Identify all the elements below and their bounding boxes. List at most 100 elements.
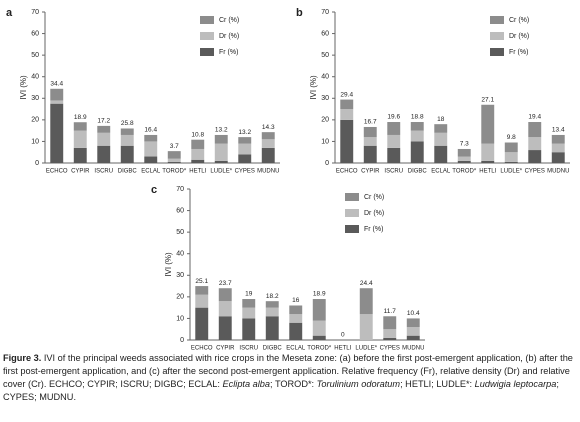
bar-segment xyxy=(191,148,205,160)
legend-label: Cr (%) xyxy=(509,17,529,24)
caption-text: ; CYPES; MUDNU. xyxy=(3,379,559,402)
bar-segment xyxy=(50,103,64,163)
total-label: 16.7 xyxy=(364,119,377,126)
caption-text: Figure 3. xyxy=(3,353,42,363)
x-tick-label: MUDNU xyxy=(402,346,424,350)
bar-segment xyxy=(242,307,256,319)
x-tick-label: DIGBC xyxy=(408,169,428,175)
y-tick-label: 70 xyxy=(321,9,329,16)
bar-segment xyxy=(504,152,518,162)
bar-segment xyxy=(410,130,424,142)
x-tick-label: CYPIR xyxy=(71,169,90,175)
caption-text: Torulinium odoratum xyxy=(316,379,401,389)
y-tick-label: 40 xyxy=(176,251,184,258)
bar-segment xyxy=(289,314,303,323)
legend-swatch xyxy=(490,48,504,56)
bar-segment xyxy=(410,141,424,163)
bar-segment xyxy=(406,318,420,328)
bar-segment xyxy=(312,335,326,340)
x-tick-label: HETLI xyxy=(334,346,351,350)
bar-segment xyxy=(457,160,471,163)
x-tick-label: CYPES xyxy=(235,169,255,175)
bar-segment xyxy=(144,156,158,163)
x-tick-label: TOROD* xyxy=(162,169,187,175)
x-tick-label: LUDLE* xyxy=(210,169,232,175)
total-label: 3.7 xyxy=(170,143,179,150)
bar-segment xyxy=(340,99,354,110)
bar-segment xyxy=(481,143,495,161)
legend-label: Cr (%) xyxy=(364,194,384,201)
y-tick-label: 30 xyxy=(176,272,184,279)
x-tick-label: MUDNU xyxy=(547,169,569,175)
total-label: 24.4 xyxy=(360,280,373,287)
total-label: 16 xyxy=(292,297,300,304)
bar-segment xyxy=(218,288,232,302)
total-label: 11.7 xyxy=(384,308,397,315)
total-label: 13.2 xyxy=(238,129,251,136)
total-label: 19.4 xyxy=(528,114,541,121)
bar-segment xyxy=(238,143,252,155)
bar-segment xyxy=(457,156,471,161)
caption: Figure 3. IVI of the principal weeds ass… xyxy=(3,352,578,404)
y-tick-label: 50 xyxy=(321,52,329,59)
x-tick-label: LUDLE* xyxy=(355,346,377,350)
x-tick-label: HETLI xyxy=(189,169,206,175)
bar-segment xyxy=(383,316,397,330)
bar-segment xyxy=(481,104,495,144)
x-tick-label: CYPIR xyxy=(361,169,380,175)
bar-segment xyxy=(144,141,158,157)
legend-swatch xyxy=(200,32,214,40)
total-label: 13.2 xyxy=(215,127,228,134)
y-axis-label: IVI (%) xyxy=(309,75,318,100)
caption-text: ; HETLI; LUDLE*: xyxy=(400,379,475,389)
x-tick-label: CYPES xyxy=(380,346,400,350)
y-tick-label: 20 xyxy=(31,117,39,124)
legend-label: Dr (%) xyxy=(509,33,529,40)
y-tick-label: 60 xyxy=(321,30,329,37)
legend-label: Fr (%) xyxy=(364,226,383,233)
bar-segment xyxy=(383,329,397,338)
panel-label: c xyxy=(151,184,157,196)
bar-segment xyxy=(242,299,256,308)
bar-segment xyxy=(73,147,87,163)
caption-text: Eclipta alba xyxy=(222,379,271,389)
y-tick-label: 20 xyxy=(176,294,184,301)
x-tick-label: ISCRU xyxy=(384,169,403,175)
x-tick-label: LUDLE* xyxy=(500,169,522,175)
bar-segment xyxy=(504,161,518,163)
legend-swatch xyxy=(490,16,504,24)
bar-segment xyxy=(242,318,256,340)
x-tick-label: ISCRU xyxy=(239,346,258,350)
bar-segment xyxy=(167,151,181,159)
bar-segment xyxy=(218,301,232,317)
bar-segment xyxy=(406,327,420,336)
total-label: 7.3 xyxy=(460,141,469,148)
x-tick-label: DIGBC xyxy=(118,169,138,175)
y-tick-label: 50 xyxy=(31,52,39,59)
bar-segment xyxy=(191,159,205,163)
bar-segment xyxy=(383,337,397,340)
bar-segment xyxy=(363,145,377,163)
bar-segment xyxy=(97,145,111,163)
bar-segment xyxy=(50,100,64,104)
bar-segment xyxy=(387,134,401,148)
figure: a IVI (%) 0 10 20 30 40 50 60 70 34.4 ECHCO 18.9 CYPI… xyxy=(6,7,570,350)
bar-segment xyxy=(387,147,401,163)
y-tick-label: 0 xyxy=(180,337,184,344)
x-tick-label: ECLAL xyxy=(141,169,161,175)
bar-segment xyxy=(434,132,448,146)
bar-segment xyxy=(265,307,279,317)
bar-segment xyxy=(120,134,134,146)
total-label: 14.3 xyxy=(262,124,275,131)
total-label: 19 xyxy=(245,291,253,298)
bar-segment xyxy=(261,147,275,163)
bar-segment xyxy=(238,154,252,163)
y-tick-label: 30 xyxy=(31,95,39,102)
total-label: 29.4 xyxy=(340,91,353,98)
bar-segment xyxy=(73,122,87,131)
y-tick-label: 0 xyxy=(35,160,39,167)
total-label: 13.4 xyxy=(552,127,565,134)
y-tick-label: 60 xyxy=(31,30,39,37)
total-label: 9.8 xyxy=(507,134,516,141)
bar-segment xyxy=(97,125,111,133)
